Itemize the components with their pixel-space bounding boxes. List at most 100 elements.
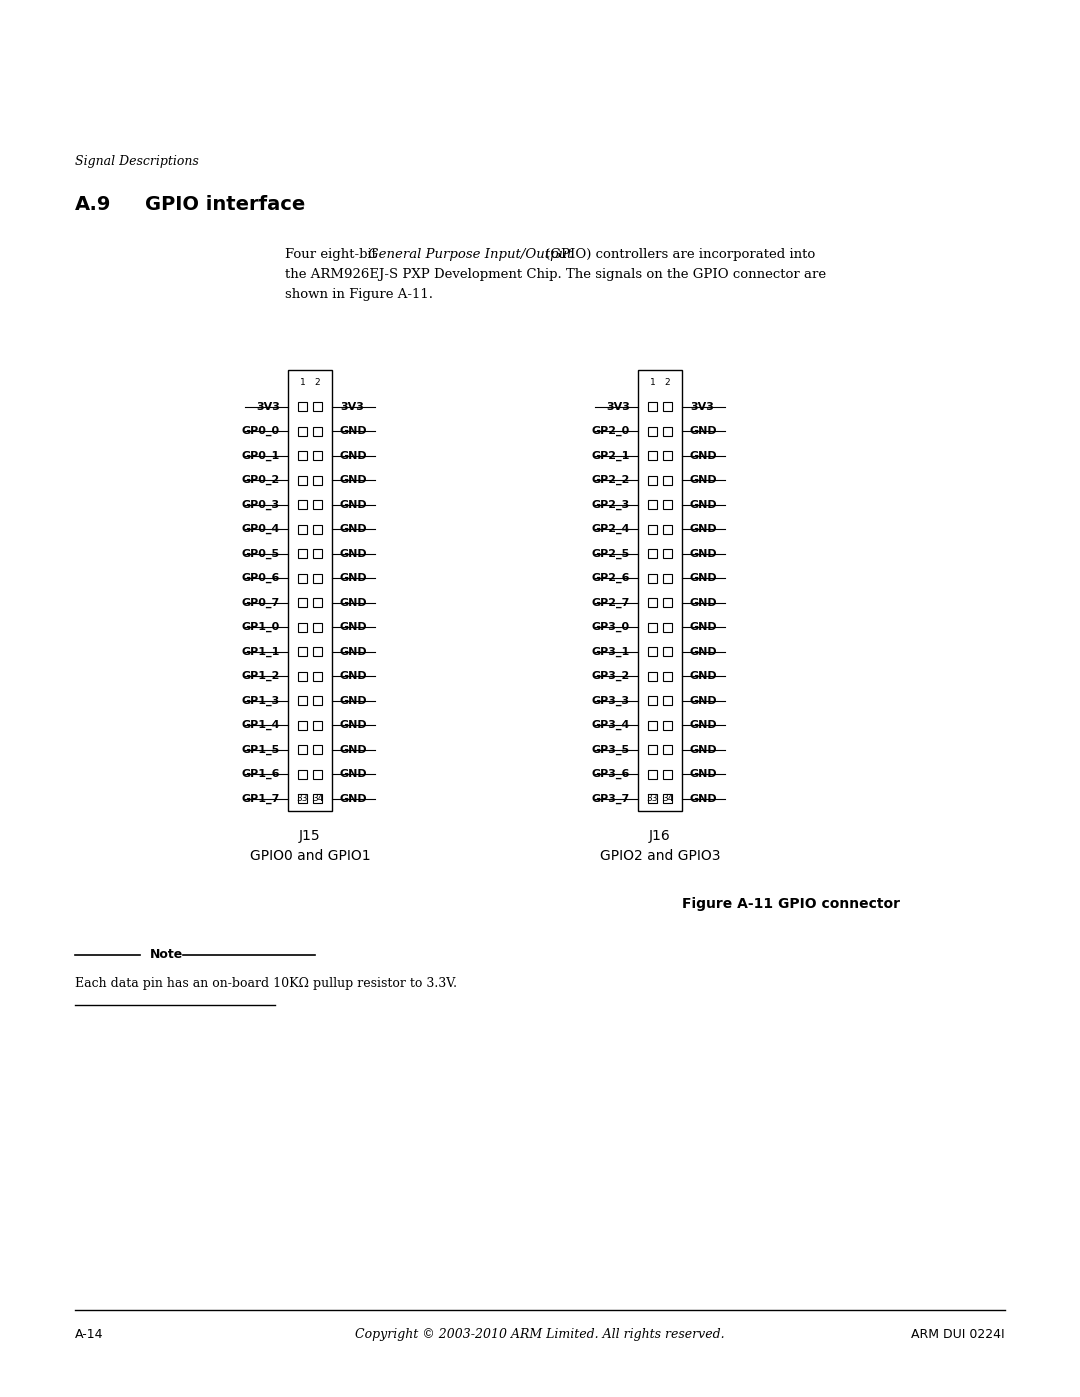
Bar: [313, 549, 322, 559]
Bar: [648, 721, 657, 729]
Text: GP3_3: GP3_3: [592, 696, 630, 705]
Bar: [298, 598, 307, 608]
Bar: [638, 370, 681, 812]
Text: GND: GND: [690, 475, 717, 485]
Text: Each data pin has an on-board 10KΩ pullup resistor to 3.3V.: Each data pin has an on-board 10KΩ pullu…: [75, 977, 457, 990]
Bar: [313, 574, 322, 583]
Text: GP0_0: GP0_0: [242, 426, 280, 436]
Bar: [648, 795, 657, 803]
Bar: [313, 402, 322, 411]
Bar: [663, 770, 672, 778]
Text: GP0_7: GP0_7: [242, 598, 280, 608]
Text: GND: GND: [340, 573, 367, 584]
Text: GND: GND: [690, 647, 717, 657]
Text: GP0_5: GP0_5: [242, 549, 280, 559]
Bar: [648, 696, 657, 705]
Bar: [663, 451, 672, 460]
Bar: [298, 647, 307, 657]
Bar: [288, 370, 332, 812]
Text: GND: GND: [340, 721, 367, 731]
Bar: [663, 476, 672, 485]
Bar: [298, 672, 307, 680]
Text: GP0_6: GP0_6: [242, 573, 280, 584]
Bar: [648, 770, 657, 778]
Text: Note: Note: [150, 949, 184, 961]
Text: Four eight-bit: Four eight-bit: [285, 249, 381, 261]
Bar: [298, 770, 307, 778]
Text: 34: 34: [662, 795, 673, 803]
Text: Figure A-11 GPIO connector: Figure A-11 GPIO connector: [681, 897, 900, 911]
Bar: [648, 426, 657, 436]
Text: 33: 33: [297, 795, 308, 803]
Text: GND: GND: [340, 500, 367, 510]
Bar: [663, 745, 672, 754]
Text: GP1_2: GP1_2: [242, 671, 280, 682]
Text: GND: GND: [340, 426, 367, 436]
Text: GND: GND: [690, 598, 717, 608]
Text: Copyright © 2003-2010 ARM Limited. All rights reserved.: Copyright © 2003-2010 ARM Limited. All r…: [355, 1329, 725, 1341]
Text: 2: 2: [314, 377, 321, 387]
Text: J16: J16: [649, 828, 671, 842]
Bar: [648, 647, 657, 657]
Text: GP3_7: GP3_7: [592, 793, 630, 803]
Bar: [313, 426, 322, 436]
Text: GND: GND: [690, 696, 717, 705]
Bar: [298, 525, 307, 534]
Text: GND: GND: [690, 573, 717, 584]
Text: A-14: A-14: [75, 1329, 104, 1341]
Bar: [663, 721, 672, 729]
Text: GND: GND: [340, 549, 367, 559]
Text: GND: GND: [340, 475, 367, 485]
Bar: [298, 476, 307, 485]
Text: GP0_3: GP0_3: [242, 500, 280, 510]
Text: GND: GND: [340, 524, 367, 534]
Bar: [313, 525, 322, 534]
Text: GND: GND: [690, 671, 717, 682]
Text: 2: 2: [664, 377, 671, 387]
Text: GP2_0: GP2_0: [592, 426, 630, 436]
Text: GND: GND: [690, 500, 717, 510]
Bar: [298, 696, 307, 705]
Bar: [313, 721, 322, 729]
Text: GPIO2 and GPIO3: GPIO2 and GPIO3: [599, 849, 720, 863]
Bar: [313, 647, 322, 657]
Bar: [313, 696, 322, 705]
Text: General Purpose Input/Output: General Purpose Input/Output: [368, 249, 572, 261]
Bar: [663, 402, 672, 411]
Bar: [648, 549, 657, 559]
Text: 3V3: 3V3: [690, 402, 714, 412]
Text: GP3_2: GP3_2: [592, 671, 630, 682]
Text: GP2_5: GP2_5: [592, 549, 630, 559]
Text: 3V3: 3V3: [340, 402, 364, 412]
Text: GP0_2: GP0_2: [242, 475, 280, 485]
Bar: [298, 623, 307, 631]
Text: GND: GND: [690, 426, 717, 436]
Text: GPIO0 and GPIO1: GPIO0 and GPIO1: [249, 849, 370, 863]
Bar: [298, 549, 307, 559]
Text: GP0_1: GP0_1: [242, 451, 280, 461]
Text: GND: GND: [690, 549, 717, 559]
Bar: [648, 525, 657, 534]
Text: GP2_3: GP2_3: [592, 500, 630, 510]
Text: GP1_1: GP1_1: [242, 647, 280, 657]
Bar: [313, 745, 322, 754]
Text: GPIO interface: GPIO interface: [145, 196, 306, 214]
Text: GP1_0: GP1_0: [242, 622, 280, 633]
Bar: [298, 500, 307, 510]
Bar: [298, 721, 307, 729]
Bar: [663, 795, 672, 803]
Text: GP1_5: GP1_5: [242, 745, 280, 754]
Text: GP2_2: GP2_2: [592, 475, 630, 485]
Text: GND: GND: [690, 451, 717, 461]
Bar: [313, 795, 322, 803]
Text: GND: GND: [690, 721, 717, 731]
Text: GND: GND: [340, 622, 367, 633]
Bar: [298, 402, 307, 411]
Bar: [313, 672, 322, 680]
Bar: [648, 476, 657, 485]
Bar: [313, 451, 322, 460]
Text: GP1_4: GP1_4: [242, 719, 280, 731]
Bar: [648, 672, 657, 680]
Text: J15: J15: [299, 828, 321, 842]
Text: 3V3: 3V3: [256, 402, 280, 412]
